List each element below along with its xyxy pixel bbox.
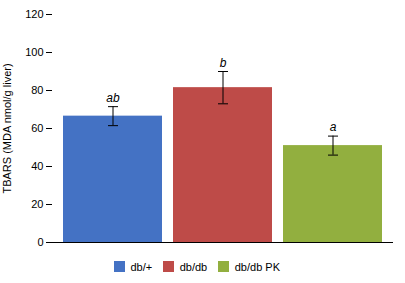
svg-text:120: 120 [25, 8, 43, 20]
svg-text:0: 0 [37, 236, 43, 248]
svg-text:a: a [330, 120, 337, 134]
html-text:db/db PK: db/db PK [234, 260, 280, 273]
html-text:db/db: db/db [179, 260, 208, 273]
svg-text:ab: ab [106, 91, 120, 105]
svg-text:TBARS (MDA nmol/g liver): TBARS (MDA nmol/g liver) [1, 63, 13, 193]
html-text:db/+: db/+ [130, 260, 153, 273]
svg-text:40: 40 [31, 160, 43, 172]
svg-text:20: 20 [31, 198, 43, 210]
svg-text:b: b [220, 56, 227, 70]
svg-text:80: 80 [31, 84, 43, 96]
svg-text:100: 100 [25, 46, 43, 58]
svg-text:60: 60 [31, 122, 43, 134]
